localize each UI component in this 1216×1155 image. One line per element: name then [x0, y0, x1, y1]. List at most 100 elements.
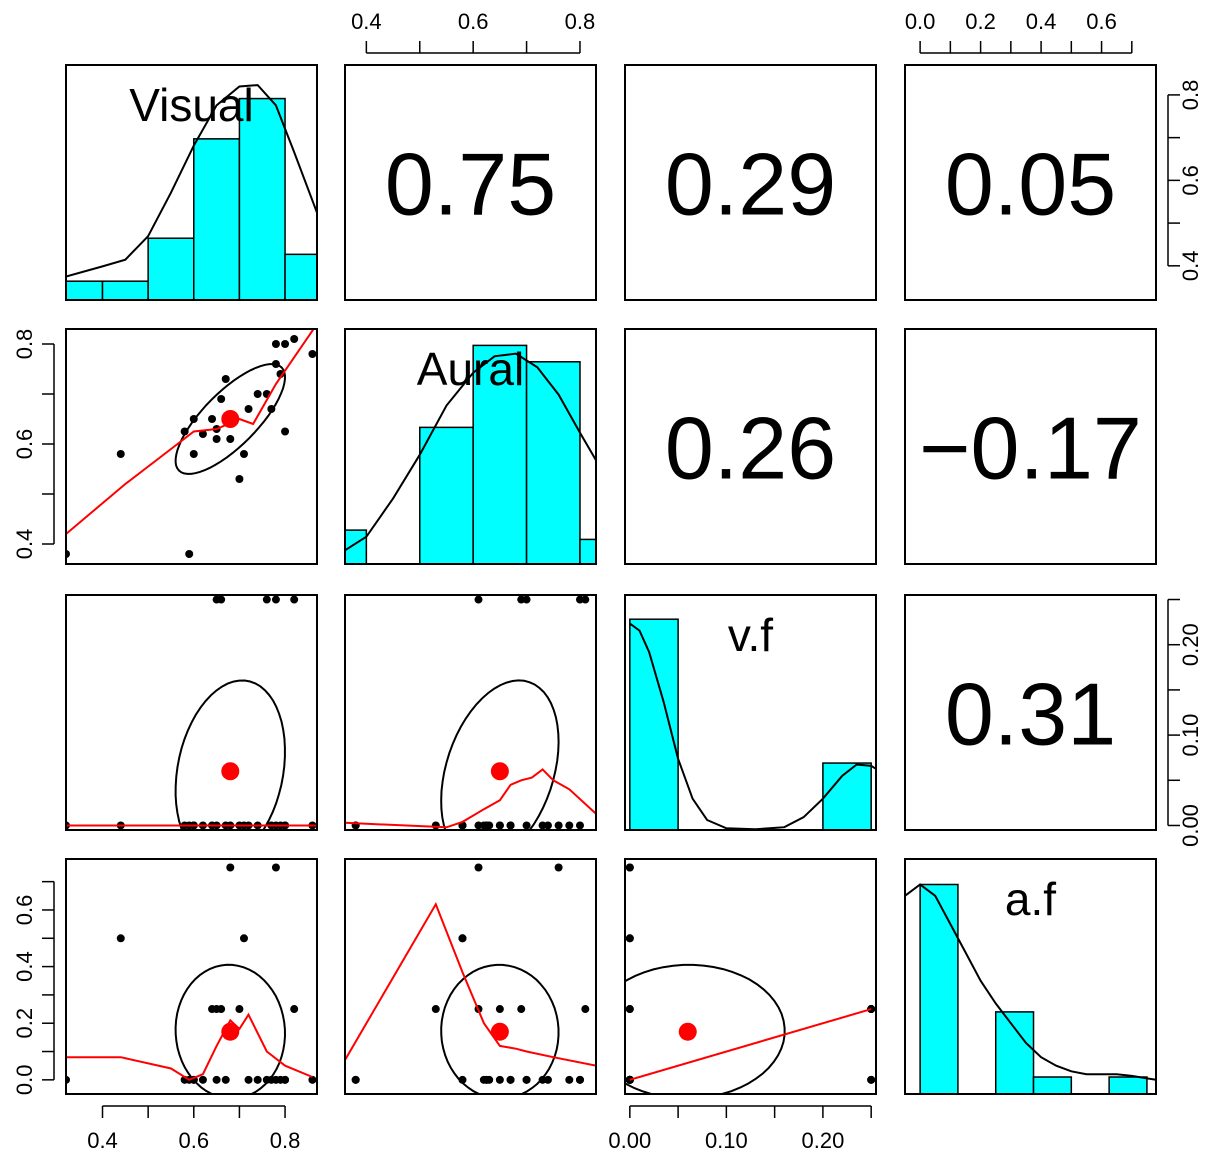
correlation-ellipse	[174, 679, 286, 830]
panel-3-3: a.f	[904, 858, 1157, 1095]
data-point	[565, 1075, 574, 1084]
data-point	[522, 595, 531, 604]
top-axis-Aural: 0.4 0.6 0.8	[351, 9, 596, 54]
histogram-bar	[822, 762, 872, 830]
right-axis-Visual: 0.4 0.6 0.8	[1167, 80, 1203, 282]
data-point	[517, 1005, 526, 1014]
density-curve	[345, 352, 596, 552]
data-point	[180, 427, 189, 436]
data-point	[212, 1075, 221, 1084]
tick-label: 0.00	[1178, 804, 1203, 847]
data-point	[217, 1005, 226, 1014]
data-point	[217, 395, 226, 403]
data-point	[431, 1005, 440, 1014]
histogram-bar	[994, 1011, 1035, 1094]
tick-label: 0.4	[1026, 9, 1057, 34]
mean-point	[490, 1022, 509, 1041]
data-point	[495, 821, 504, 830]
data-point	[116, 934, 125, 943]
data-point	[253, 390, 262, 398]
mean-point	[221, 762, 240, 781]
data-point	[482, 821, 491, 830]
data-point	[185, 550, 194, 558]
correlation-value: 0.05	[945, 135, 1116, 234]
panel-frame	[65, 858, 318, 1095]
variable-name: v.f	[728, 609, 773, 661]
panel-content-1-0	[66, 329, 317, 558]
tick-label: 0.6	[12, 429, 37, 460]
bottom-axis-Visual: 0.4 0.6 0.8	[87, 1105, 300, 1153]
histogram-bar	[629, 618, 679, 830]
data-point	[208, 415, 217, 423]
tick-label: 0.20	[801, 1128, 844, 1153]
panel-0-3: 0.05	[904, 64, 1157, 301]
data-point	[506, 1075, 515, 1084]
tick-label: 0.4	[12, 951, 37, 982]
data-point	[522, 1075, 531, 1084]
data-point	[458, 1075, 467, 1084]
panel-2-2: v.f	[624, 594, 877, 831]
data-point	[474, 595, 483, 604]
panel-frame	[904, 328, 1157, 565]
panel-1-3: −0.17	[904, 328, 1157, 565]
tick-label: 0.6	[1178, 165, 1203, 196]
data-point	[458, 934, 467, 943]
data-point	[226, 435, 235, 443]
data-point	[244, 1075, 253, 1084]
histogram-bar	[525, 361, 581, 564]
panel-2-3: 0.31	[904, 594, 1157, 831]
tick-label: 0.6	[12, 895, 37, 926]
panel-1-2: 0.26	[624, 328, 877, 565]
tick-label: 0.2	[12, 1008, 37, 1039]
tick-label: 0.00	[608, 1128, 651, 1153]
correlation-ellipse	[625, 963, 786, 1094]
data-point	[267, 405, 276, 413]
histogram-bar	[66, 280, 104, 300]
density-curve	[66, 84, 317, 278]
tick-label: 0.0	[12, 1065, 37, 1096]
tick-label: 0.2	[965, 9, 996, 34]
data-point	[271, 863, 280, 872]
tick-label: 0.8	[1178, 80, 1203, 111]
panel-content-3-0	[66, 863, 317, 1094]
left-axis-a.f: 0.0 0.2 0.4 0.6	[12, 880, 55, 1096]
panel-3-0	[65, 858, 318, 1095]
tick-label: 0.20	[1178, 623, 1203, 666]
tick-label: 0.10	[1178, 714, 1203, 757]
data-point	[581, 1005, 590, 1014]
data-point	[625, 863, 634, 872]
tick-label: 0.6	[1086, 9, 1117, 34]
panel-1-0	[65, 328, 318, 565]
histogram-bar	[238, 97, 286, 300]
panel-content-2-2	[629, 618, 876, 830]
tick-label: 0.8	[565, 9, 596, 34]
histogram-bar	[101, 280, 149, 300]
histogram-bar	[193, 138, 241, 300]
data-point	[217, 595, 226, 604]
panel-content-0-0	[66, 84, 317, 300]
tick-label: 0.4	[1178, 251, 1203, 282]
data-point	[575, 821, 584, 830]
correlation-value: 0.26	[665, 399, 836, 498]
loess-line	[345, 902, 596, 1067]
data-point	[226, 863, 235, 872]
data-point	[221, 1075, 230, 1084]
data-point	[212, 435, 221, 443]
histogram-bar	[345, 529, 368, 564]
panel-0-1: 0.75	[344, 64, 597, 301]
data-point	[290, 595, 299, 604]
panel-frame	[344, 328, 597, 565]
data-point	[522, 821, 531, 830]
panel-2-1	[344, 594, 597, 831]
tick-label: 0.4	[87, 1128, 118, 1153]
tick-label: 0.4	[351, 9, 382, 34]
variable-name: a.f	[1005, 873, 1056, 925]
data-point	[565, 821, 574, 830]
panel-0-2: 0.29	[624, 64, 877, 301]
histogram-bar	[1108, 1076, 1148, 1094]
data-point	[581, 595, 590, 604]
panel-frame	[65, 328, 318, 565]
histogram-bar	[919, 883, 959, 1094]
correlation-value: 0.31	[945, 665, 1116, 764]
data-point	[290, 335, 299, 343]
